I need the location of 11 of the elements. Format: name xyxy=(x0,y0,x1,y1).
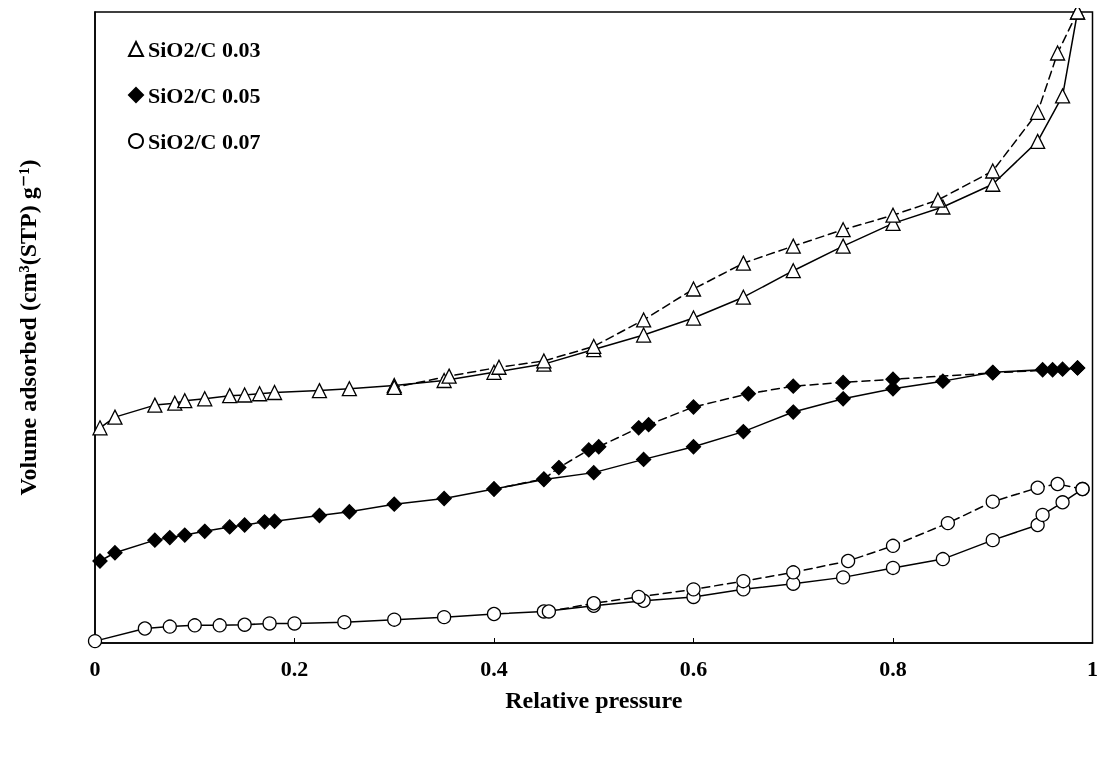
x-tick-label: 1 xyxy=(1087,655,1098,681)
legend-label: SiO2/C 0.03 xyxy=(148,36,261,62)
x-tick-label: 0.6 xyxy=(679,655,708,681)
y-axis-title: Volume adsorbed (cm³(STP) g⁻¹) xyxy=(15,159,41,496)
x-tick-label: 0.4 xyxy=(480,655,508,681)
x-tick-label: 0 xyxy=(89,655,101,681)
x-tick-label: 0.8 xyxy=(879,655,907,681)
x-tick-label: 0.2 xyxy=(280,655,309,681)
legend-label: SiO2/C 0.07 xyxy=(148,128,261,154)
legend-label: SiO2/C 0.05 xyxy=(148,82,261,108)
x-axis-title: Relative pressure xyxy=(505,687,683,713)
